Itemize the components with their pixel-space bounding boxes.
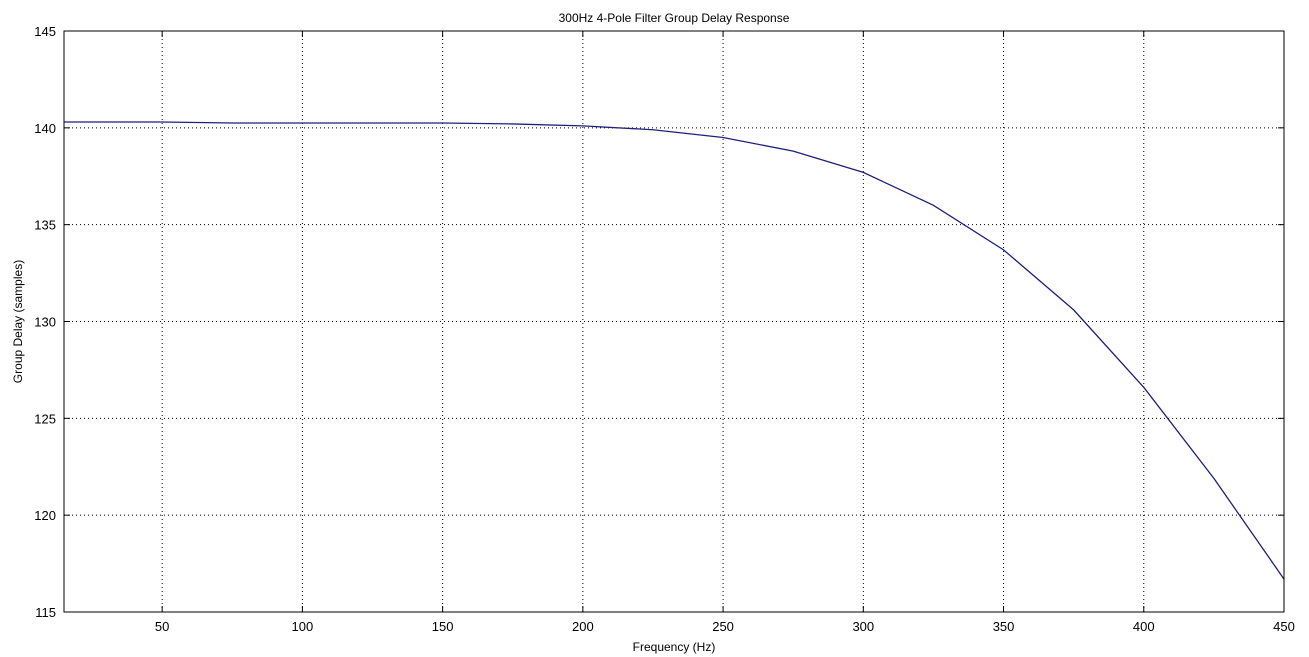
y-tick-label: 140 [34, 121, 56, 136]
x-tick-label: 450 [1273, 619, 1295, 634]
x-tick-label: 150 [432, 619, 454, 634]
chart-title: 300Hz 4-Pole Filter Group Delay Response [559, 11, 790, 25]
y-tick-label: 130 [34, 315, 56, 330]
y-tick-label: 120 [34, 508, 56, 523]
x-tick-label: 100 [292, 619, 314, 634]
grid [64, 31, 1284, 612]
x-tick-label: 300 [852, 619, 874, 634]
x-axis-title: Frequency (Hz) [633, 640, 716, 654]
y-axis-title: Group Delay (samples) [11, 260, 25, 383]
x-tick-label: 400 [1133, 619, 1155, 634]
series-line [64, 121, 1285, 580]
x-tick-label: 250 [712, 619, 734, 634]
y-tick-label: 135 [34, 218, 56, 233]
y-tick-label: 145 [34, 24, 56, 39]
y-tick-label: 125 [34, 411, 56, 426]
y-tick-label: 115 [35, 605, 56, 620]
x-tick-label: 350 [993, 619, 1015, 634]
x-tick-label: 200 [572, 619, 594, 634]
x-tick-label: 50 [155, 619, 169, 634]
